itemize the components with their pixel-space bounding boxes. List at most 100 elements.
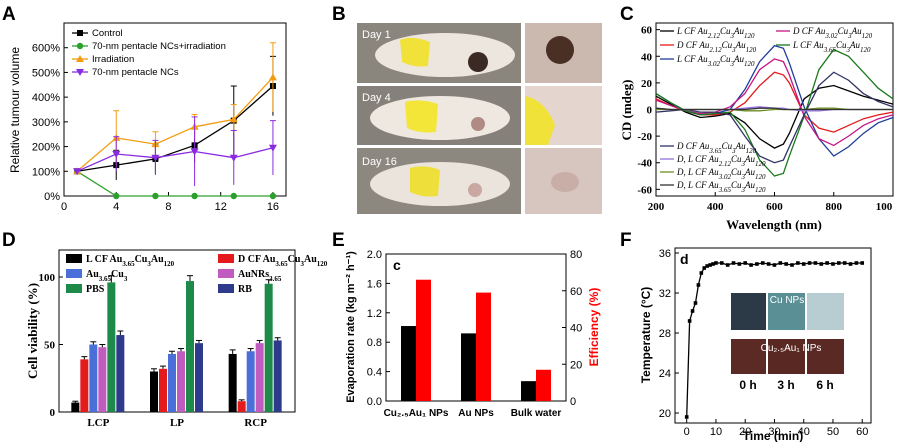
legend-swatch: [66, 284, 82, 293]
photo-day-2: Day 4: [357, 86, 521, 145]
data-point-marker: [268, 73, 277, 81]
series-line: [76, 147, 274, 172]
data-point-marker: [229, 154, 238, 162]
chart-c: CD (mdeg) Wavelength (nm) 200 400 600 800 10…: [619, 22, 894, 232]
series-line: [76, 76, 274, 172]
cd-series-8: [655, 107, 893, 111]
mouse-body: [370, 162, 510, 206]
data-point-marker: [854, 261, 859, 265]
legend-swatch: [66, 269, 82, 278]
y-tick-label: 20: [641, 78, 653, 90]
legend-label: RB: [238, 284, 252, 295]
y-tick-label: 1.2: [367, 308, 382, 320]
data-point-marker: [813, 261, 818, 265]
yellow-stain: [405, 100, 438, 133]
x-tick-label: 20: [739, 426, 751, 438]
bar: [195, 343, 203, 412]
y-tick-label: 100: [39, 272, 56, 284]
data-point-marker: [801, 262, 806, 266]
chart-a: Relative tumour volume 0 4 8 12 16 0% 100% 200%…: [8, 22, 287, 213]
y-tick-label: 600%: [32, 43, 60, 55]
chart-e: c Evaporation rate (kg m⁻² h⁻¹) Efficien…: [345, 249, 601, 419]
legend-label: D CF Au2.12Cu3Au120: [676, 40, 757, 54]
inset-swatch-cu-6h: [807, 293, 844, 330]
legend-label: L CF Au2.12Cu3Au120: [676, 26, 755, 40]
y-tick-label: 0.8: [367, 337, 382, 349]
inset-swatch-cu-3h: [768, 293, 805, 330]
inset-swatch-cuau-3h: [768, 339, 805, 374]
day-label-3: Day 16: [362, 156, 397, 168]
data-point-marker: [687, 319, 692, 323]
closeup-scar: [551, 172, 579, 192]
data-point-marker: [766, 262, 771, 266]
data-point-marker: [743, 261, 748, 265]
data-point-marker: [737, 262, 742, 266]
data-point-marker: [711, 262, 715, 266]
bar: [273, 340, 282, 412]
legend-label: D CF Au3.65Cu3Au120: [238, 254, 328, 268]
chart-f-ylabel: Temperature (°C): [639, 287, 653, 384]
y-tick-label: 32: [659, 288, 671, 300]
chart-e-inner-label: c: [393, 257, 401, 273]
data-point-marker: [699, 271, 704, 275]
data-point-marker: [269, 192, 277, 200]
data-point-marker: [702, 266, 707, 270]
x-tick-label: 4: [113, 201, 119, 213]
panel-label-d: D: [2, 230, 16, 251]
x-tick-label: 0: [61, 201, 67, 213]
legend-label: D CF Au3.65Cu3Au120: [676, 141, 757, 155]
y-tick-label: 28: [659, 328, 671, 340]
bar: [159, 368, 167, 412]
data-point-marker: [831, 262, 835, 266]
data-point-marker: [772, 263, 777, 267]
y-tick-label: 40: [641, 51, 653, 63]
x-category-label: RCP: [244, 417, 267, 429]
x-category-label: LCP: [87, 417, 109, 429]
bar: [89, 344, 98, 412]
data-point-marker: [755, 262, 759, 266]
y-tick-label: 400%: [32, 92, 60, 104]
y-tick-label: -40: [637, 158, 652, 170]
data-point-marker: [229, 115, 238, 123]
panel-label-e: E: [332, 230, 345, 251]
tumour-spot: [468, 52, 488, 72]
y-tick-label: -60: [637, 184, 652, 196]
legend-label: L CF Au3.65Cu3Au120: [86, 254, 175, 268]
y-tick-label: 50: [44, 340, 56, 352]
y-tick-label: 24: [659, 368, 671, 380]
x-tick-label: 8: [165, 201, 171, 213]
x-tick-label: 16: [267, 201, 279, 213]
panel-label-c: C: [620, 4, 634, 25]
x-tick-label: 50: [827, 426, 839, 438]
x-tick-label: 60: [856, 426, 868, 438]
data-point-marker: [191, 192, 198, 200]
panel-label-f: F: [620, 230, 632, 251]
legend-swatch: [218, 284, 234, 293]
inset-cu-label: Cu NPs: [770, 295, 804, 306]
cd-series-1: [655, 71, 894, 133]
data-point-marker: [268, 144, 277, 152]
data-point-marker: [819, 262, 824, 266]
tumour-spot: [468, 183, 482, 197]
bar: [98, 347, 107, 412]
inset-time-3h: 3 h: [777, 378, 794, 392]
data-point-marker: [784, 262, 788, 266]
data-point-marker: [749, 263, 753, 267]
y-tick-label: -20: [637, 131, 652, 143]
y-tick-label: 60: [641, 25, 653, 37]
bar-evaporation: [461, 333, 476, 401]
photo-panel-b: Day 1 Day 4 Day 16: [357, 23, 602, 214]
series-line: [76, 170, 273, 197]
tumour-spot: [471, 117, 485, 131]
data-point-marker: [714, 261, 718, 265]
cd-series-4: [655, 48, 894, 177]
chart-f-inner-label: d: [680, 251, 689, 267]
data-point-marker: [790, 263, 794, 267]
data-point-marker: [760, 261, 765, 265]
y-tick-label-right: 20: [570, 359, 582, 371]
x-category-label: Bulk water: [511, 408, 562, 419]
data-point-marker: [77, 30, 83, 36]
inset-swatch-cu-0h: [731, 293, 766, 330]
data-point-marker: [725, 263, 730, 267]
data-point-marker: [190, 148, 199, 156]
